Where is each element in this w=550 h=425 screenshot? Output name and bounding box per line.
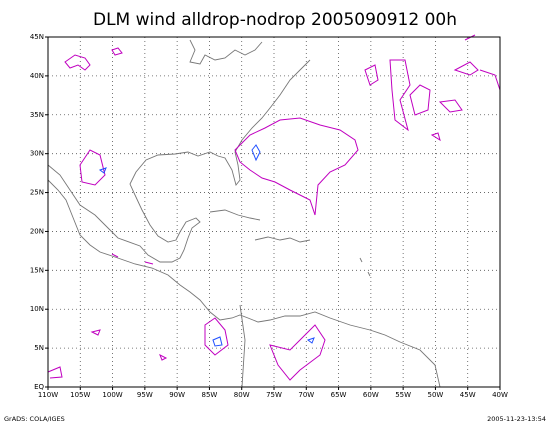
x-tick-label: 55W	[395, 391, 411, 399]
contour	[364, 64, 379, 86]
coastline	[47, 59, 311, 263]
x-tick-label: 70W	[298, 391, 314, 399]
y-tick-label: 30N	[30, 150, 44, 158]
y-tick-label: 20N	[30, 227, 44, 235]
y-tick-label: 5N	[34, 344, 44, 352]
contour	[306, 337, 315, 344]
x-tick-label: 45W	[460, 391, 476, 399]
footer-left: GrADS: COLA/IGES	[4, 415, 65, 423]
x-tick-label: 90W	[169, 391, 185, 399]
contour	[409, 84, 431, 116]
footer-right: 2005-11-23-13:54	[487, 415, 546, 423]
contours	[47, 34, 501, 381]
x-tick-label: 65W	[331, 391, 347, 399]
contour	[453, 61, 501, 91]
x-tick-label: 110W	[38, 391, 58, 399]
coastline	[189, 39, 263, 65]
coastlines	[47, 39, 441, 388]
y-tick-label: 10N	[30, 305, 44, 313]
contour	[234, 117, 359, 216]
x-tick-label: 95W	[137, 391, 153, 399]
y-tick-label: 15N	[30, 266, 44, 274]
contour	[269, 324, 326, 381]
x-tick-label: 60W	[363, 391, 379, 399]
map-title: DLM wind alldrop-nodrop 2005090912 00h	[93, 10, 457, 30]
y-tick-label: EQ	[34, 383, 44, 391]
y-tick-label: 35N	[30, 111, 44, 119]
y-tick-label: 40N	[30, 72, 44, 80]
coastline	[239, 257, 371, 388]
contour	[111, 47, 123, 56]
contour	[251, 144, 261, 162]
y-tick-label: 45N	[30, 33, 44, 41]
x-tick-label: 85W	[202, 391, 218, 399]
contour	[212, 336, 223, 347]
contour	[98, 167, 107, 174]
contour	[204, 317, 229, 356]
contour	[389, 59, 411, 132]
x-tick-label: 75W	[266, 391, 282, 399]
x-tick-label: 105W	[70, 391, 90, 399]
contour	[79, 149, 106, 186]
coastline	[47, 179, 441, 388]
x-tick-label: 50W	[428, 391, 444, 399]
y-tick-label: 25N	[30, 189, 44, 197]
contour	[47, 253, 168, 379]
x-tick-label: 40W	[492, 391, 508, 399]
x-tick-label: 100W	[102, 391, 122, 399]
contour	[64, 54, 91, 71]
coastline	[209, 209, 311, 243]
x-tick-label: 80W	[234, 391, 250, 399]
